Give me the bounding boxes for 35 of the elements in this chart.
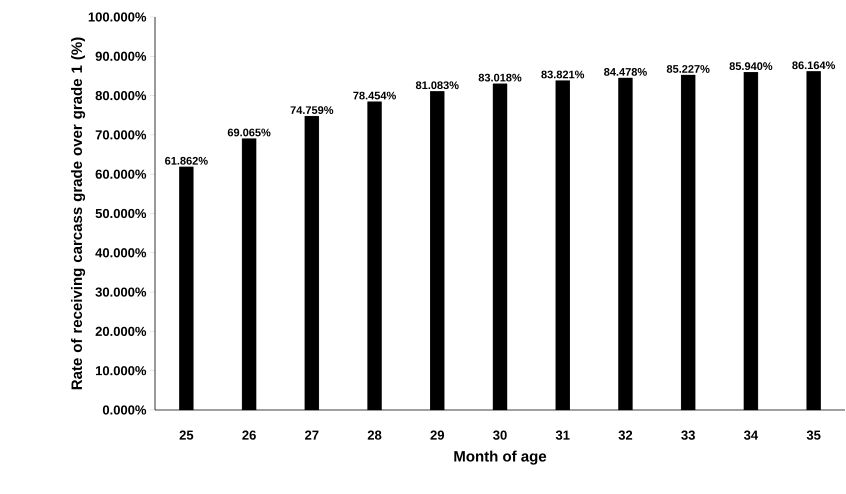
data-label: 83.018% <box>478 74 522 82</box>
y-tick-label: 10.000% <box>96 366 146 376</box>
x-tick-label: 33 <box>681 430 695 440</box>
data-label: 85.940% <box>730 62 772 70</box>
data-label: 69.065% <box>228 128 271 136</box>
x-tick-label: 29 <box>430 430 444 440</box>
x-tick-label: 32 <box>618 430 632 440</box>
y-tick-label: 80.000% <box>96 90 146 100</box>
data-label: 74.759% <box>290 106 334 114</box>
y-tick-label: 0.000% <box>102 405 146 415</box>
x-tick-label: 34 <box>744 430 758 440</box>
data-label: 83.821% <box>541 70 584 78</box>
x-tick-label: 27 <box>305 430 318 440</box>
x-tick-label: 25 <box>180 430 194 440</box>
x-tick-label: 30 <box>493 430 507 440</box>
y-tick-label: 20.000% <box>96 326 146 336</box>
y-tick-label: 70.000% <box>96 130 146 140</box>
y-tick-label: 100.000% <box>88 12 146 22</box>
data-label: 78.454% <box>353 92 396 100</box>
data-label: 61.862% <box>165 156 208 165</box>
x-tick-label: 31 <box>556 430 570 440</box>
data-label: 86.164% <box>792 61 836 70</box>
y-tick-label: 30.000% <box>95 287 146 297</box>
data-label: 81.083% <box>416 81 459 90</box>
x-tick-label: 28 <box>368 430 382 440</box>
y-tick-label: 50.000% <box>96 208 146 218</box>
data-label: 84.478% <box>604 68 647 76</box>
y-tick-label: 40.000% <box>95 248 146 258</box>
x-axis-title: Month of age <box>454 450 546 465</box>
y-axis-title: Rate of receiving carcass grade over grade 1 (%) <box>71 38 86 390</box>
data-label: 85.227% <box>666 65 710 73</box>
y-tick-label: 90.000% <box>96 52 146 61</box>
x-tick-label: 26 <box>242 430 256 440</box>
x-tick-label: 35 <box>806 430 821 440</box>
y-tick-label: 60.000% <box>96 170 146 179</box>
